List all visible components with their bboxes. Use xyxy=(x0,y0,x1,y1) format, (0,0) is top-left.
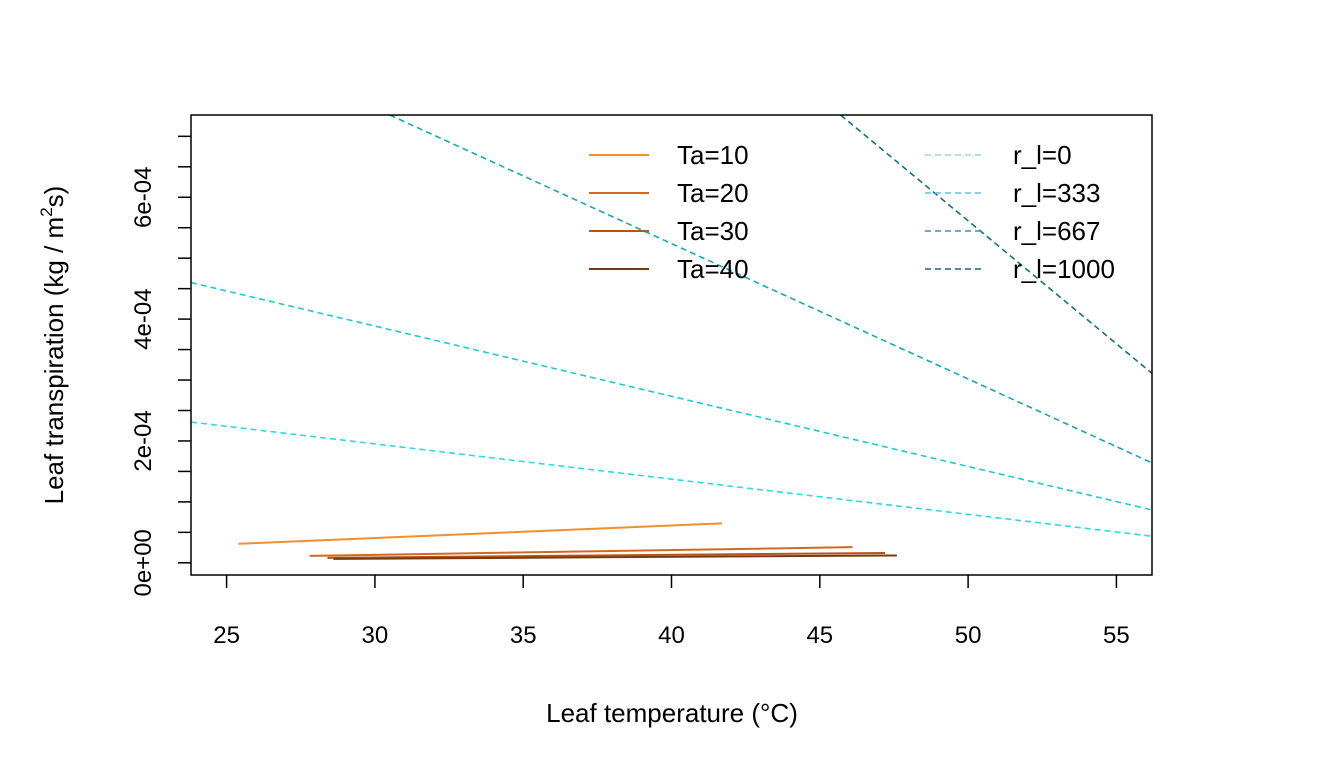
y-tick-label: 4e-04 xyxy=(130,288,157,349)
y-tick-label: 2e-04 xyxy=(130,410,157,471)
series-lines xyxy=(191,115,1152,560)
dashed-series-line-1 xyxy=(191,421,1152,537)
plot-frame xyxy=(190,114,1153,576)
y-tick-label: 6e-04 xyxy=(130,167,157,228)
solid-series-line-3 xyxy=(327,551,886,559)
y-axis-title-superscript: 2 xyxy=(37,207,56,216)
x-axis: 25 30 35 40 45 50 55 xyxy=(213,575,1130,649)
solid-series-line-4 xyxy=(333,554,897,560)
y-tick-label: 0e+00 xyxy=(130,529,157,596)
legend-dashed-label: r_l=0 xyxy=(1013,140,1072,170)
x-tick-label: 30 xyxy=(362,622,389,649)
solid-series-line-2 xyxy=(309,546,853,557)
x-tick-label: 45 xyxy=(806,622,833,649)
legend-solid-label: Ta=20 xyxy=(677,178,749,208)
dashed-series-line-4 xyxy=(840,115,1152,374)
legend-dashed-label: r_l=667 xyxy=(1013,216,1100,246)
y-axis: 0e+00 2e-04 4e-04 6e-04 xyxy=(130,135,191,597)
legend: Ta=10 Ta=20 Ta=30 Ta=40 r_l=0 r_l=333 r_l=667r… xyxy=(589,140,1115,284)
legend-dashed-label: r_l=333 xyxy=(1013,178,1100,208)
x-tick-label: 50 xyxy=(955,622,982,649)
dashed-series-line-2 xyxy=(191,281,1152,511)
legend-solid-label: Ta=40 xyxy=(677,254,749,284)
legend-solid-label: Ta=10 xyxy=(677,140,749,170)
x-axis-title: Leaf temperature (°C) xyxy=(546,698,798,728)
y-axis-title-tail: s) xyxy=(39,186,69,208)
y-axis-title: Leaf transpiration (kg / m2s) xyxy=(37,186,69,505)
legend-dashed-label: r_l=1000 xyxy=(1013,254,1115,284)
x-tick-label: 55 xyxy=(1103,622,1130,649)
legend-solid-label: Ta=30 xyxy=(677,216,749,246)
x-tick-label: 35 xyxy=(510,622,537,649)
y-axis-title-main: Leaf transpiration (kg / m xyxy=(39,217,69,505)
x-tick-label: 40 xyxy=(658,622,685,649)
x-tick-label: 25 xyxy=(213,622,240,649)
solid-series-line-1 xyxy=(238,522,722,545)
